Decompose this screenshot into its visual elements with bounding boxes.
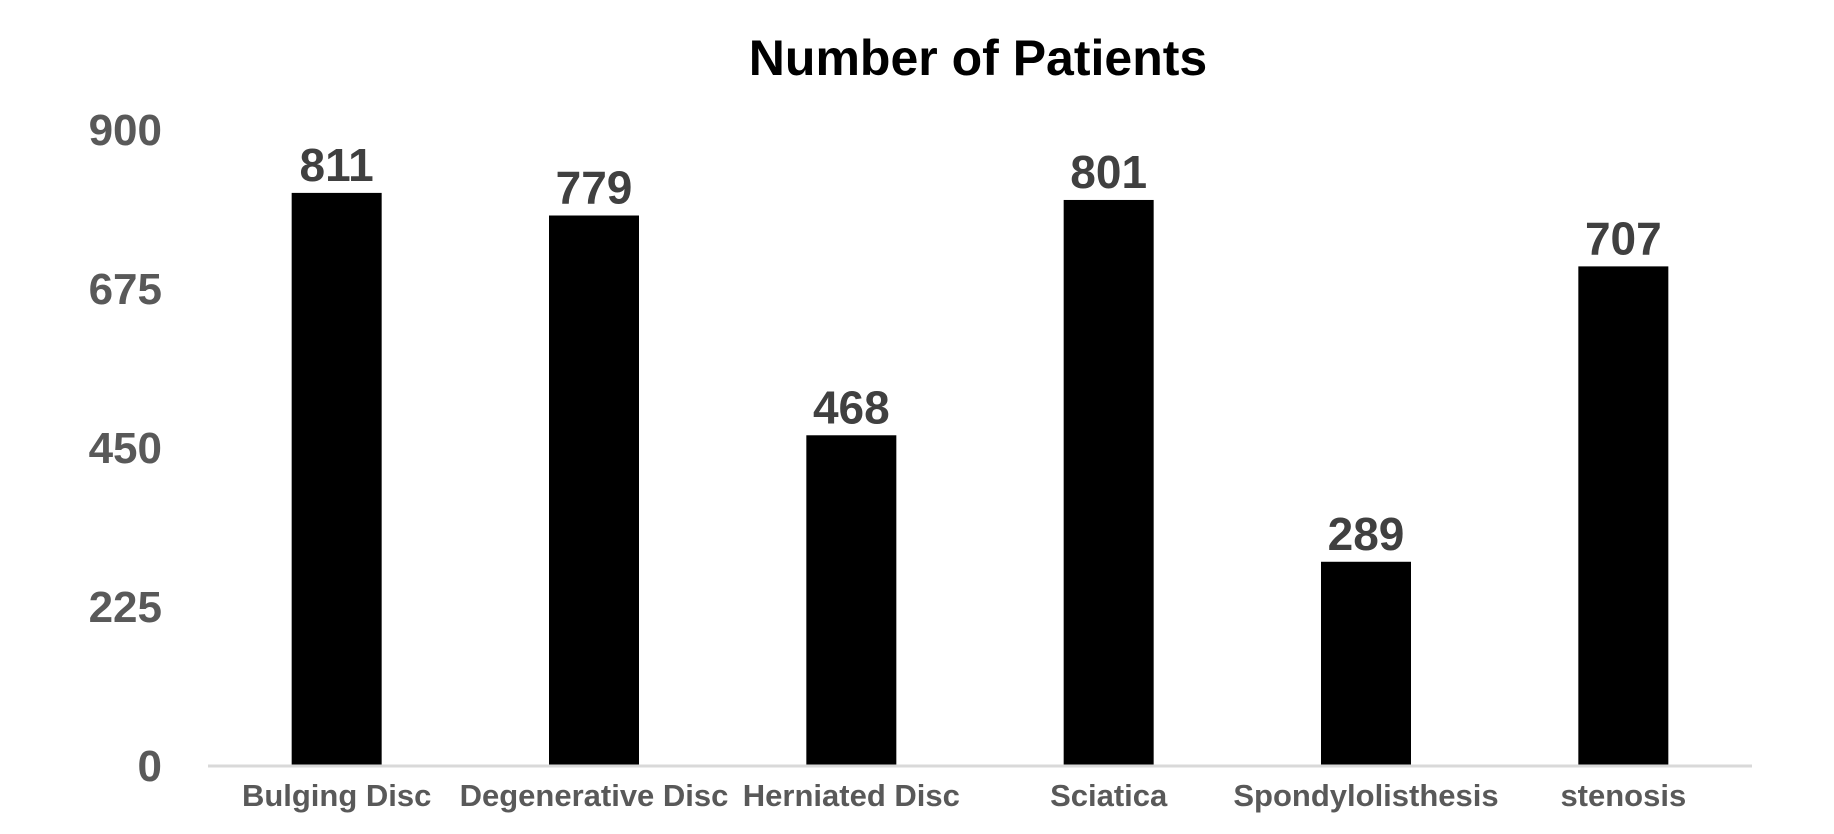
data-label: 779 (556, 162, 633, 214)
y-axis-ticks: 0 225 450 675 900 (89, 106, 162, 791)
y-tick-label: 900 (89, 106, 162, 155)
bar (1321, 561, 1411, 766)
bar (1578, 266, 1669, 766)
data-label: 707 (1585, 212, 1662, 264)
x-axis-ticks: Bulging Disc Degenerative Disc Herniated D… (242, 778, 1686, 813)
x-tick-label: Herniated Disc (743, 778, 960, 813)
bar (291, 192, 382, 767)
data-labels-group: 811 779 468 801 289 707 (300, 139, 1662, 560)
x-tick-label: Bulging Disc (242, 778, 431, 813)
y-tick-label: 225 (89, 583, 162, 632)
x-tick-label: Degenerative Disc (460, 778, 729, 813)
data-label: 811 (300, 139, 374, 191)
bar (549, 215, 639, 767)
bar (806, 435, 897, 766)
x-tick-label: stenosis (1560, 778, 1686, 813)
y-tick-label: 450 (89, 424, 162, 473)
bar (1063, 199, 1154, 766)
y-tick-label: 0 (138, 742, 162, 791)
x-tick-label: Spondylolisthesis (1233, 778, 1498, 813)
data-label: 801 (1070, 146, 1147, 198)
data-label: 289 (1328, 508, 1405, 560)
data-label: 468 (813, 381, 890, 433)
chart-title: Number of Patients (749, 30, 1207, 86)
bars-group (291, 192, 1669, 767)
y-tick-label: 675 (89, 265, 162, 314)
x-tick-label: Sciatica (1050, 778, 1168, 813)
